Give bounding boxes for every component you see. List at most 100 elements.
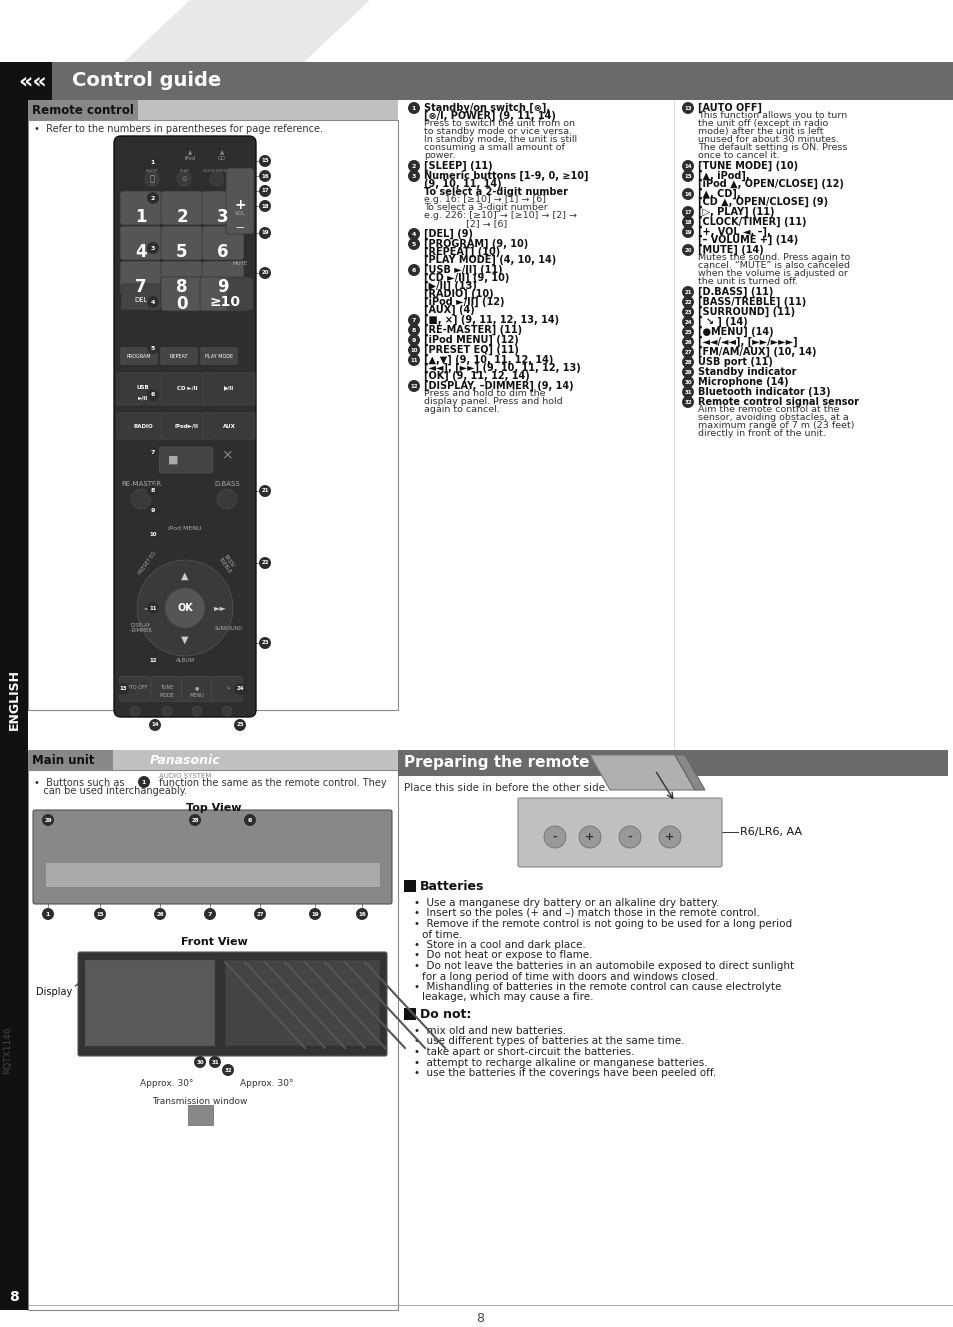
Text: ►/II: ►/II bbox=[138, 395, 148, 399]
Text: 0: 0 bbox=[176, 295, 188, 313]
Text: OK: OK bbox=[177, 602, 193, 613]
Text: 30: 30 bbox=[683, 380, 691, 385]
Circle shape bbox=[681, 336, 693, 348]
Text: 23: 23 bbox=[261, 641, 269, 645]
Text: [◄◄], [►►] (9, 10, 11, 12, 13): [◄◄], [►►] (9, 10, 11, 12, 13) bbox=[423, 364, 580, 373]
Text: ≥10: ≥10 bbox=[210, 295, 240, 309]
FancyBboxPatch shape bbox=[161, 413, 213, 439]
FancyBboxPatch shape bbox=[117, 413, 169, 439]
Text: Mutes the sound. Press again to: Mutes the sound. Press again to bbox=[698, 253, 849, 261]
Text: •  take apart or short-circuit the batteries.: • take apart or short-circuit the batter… bbox=[414, 1047, 634, 1058]
Circle shape bbox=[681, 188, 693, 200]
Circle shape bbox=[117, 683, 129, 695]
Circle shape bbox=[681, 244, 693, 256]
Circle shape bbox=[408, 161, 419, 173]
Text: —: — bbox=[235, 223, 244, 232]
Circle shape bbox=[147, 389, 159, 401]
Text: 20: 20 bbox=[683, 248, 691, 252]
Text: [AUTO OFF]: [AUTO OFF] bbox=[698, 104, 761, 113]
Circle shape bbox=[681, 206, 693, 218]
Circle shape bbox=[408, 314, 419, 326]
Text: 25: 25 bbox=[236, 722, 244, 727]
Text: [◄◄/◄◄], [►►/►►►]: [◄◄/◄◄], [►►/►►►] bbox=[698, 337, 797, 348]
Text: •  Do not leave the batteries in an automobile exposed to direct sunlight: • Do not leave the batteries in an autom… bbox=[414, 961, 793, 971]
Text: Top View: Top View bbox=[186, 803, 241, 813]
Text: iPod MENU: iPod MENU bbox=[168, 525, 201, 531]
Text: Display: Display bbox=[35, 987, 71, 997]
Circle shape bbox=[258, 155, 271, 167]
Text: [DEL] (9): [DEL] (9) bbox=[423, 230, 473, 239]
Text: Do not:: Do not: bbox=[419, 1007, 471, 1020]
Circle shape bbox=[147, 242, 159, 253]
Text: [iPod ►/II] (12): [iPod ►/II] (12) bbox=[423, 297, 504, 308]
Text: ▲: ▲ bbox=[188, 150, 192, 155]
Text: +: + bbox=[585, 832, 594, 843]
Bar bbox=[28, 750, 112, 770]
Circle shape bbox=[681, 170, 693, 182]
Text: cancel. “MUTE” is also canceled: cancel. “MUTE” is also canceled bbox=[698, 261, 849, 269]
Text: 18: 18 bbox=[683, 219, 691, 224]
Text: R6/LR6, AA: R6/LR6, AA bbox=[740, 827, 801, 837]
Text: [USB ►/II] (11): [USB ►/II] (11) bbox=[423, 265, 502, 275]
FancyBboxPatch shape bbox=[202, 226, 244, 260]
Text: 27: 27 bbox=[256, 912, 264, 917]
Text: [AUX] (4): [AUX] (4) bbox=[423, 305, 475, 316]
Circle shape bbox=[147, 342, 159, 354]
Text: 8: 8 bbox=[151, 488, 155, 494]
Text: 9: 9 bbox=[151, 508, 155, 514]
Text: 28: 28 bbox=[683, 360, 691, 365]
Circle shape bbox=[210, 173, 224, 186]
FancyBboxPatch shape bbox=[120, 191, 162, 226]
Text: 1: 1 bbox=[412, 106, 416, 110]
Text: PLAY MODE: PLAY MODE bbox=[205, 353, 233, 358]
Text: 5: 5 bbox=[151, 345, 155, 350]
Text: 8: 8 bbox=[10, 1290, 19, 1304]
Circle shape bbox=[258, 267, 271, 279]
Circle shape bbox=[355, 908, 368, 920]
Circle shape bbox=[193, 1056, 206, 1068]
Circle shape bbox=[408, 228, 419, 240]
Text: [BASS/TREBLE] (11): [BASS/TREBLE] (11) bbox=[698, 297, 805, 308]
Text: 28: 28 bbox=[191, 817, 198, 823]
Text: [ ↘ ] (14): [ ↘ ] (14) bbox=[698, 317, 747, 328]
Text: •  Refer to the numbers in parentheses for page reference.: • Refer to the numbers in parentheses fo… bbox=[34, 123, 323, 134]
Text: 9: 9 bbox=[217, 277, 229, 296]
Text: -: - bbox=[552, 832, 557, 843]
Text: ■: ■ bbox=[168, 455, 178, 464]
Text: 32: 32 bbox=[683, 399, 691, 405]
Text: Numeric buttons [1-9, 0, ≥10]: Numeric buttons [1-9, 0, ≥10] bbox=[423, 171, 588, 182]
Text: 25: 25 bbox=[683, 329, 691, 334]
Circle shape bbox=[42, 908, 54, 920]
Text: when the volume is adjusted or: when the volume is adjusted or bbox=[698, 269, 847, 277]
FancyBboxPatch shape bbox=[161, 261, 203, 295]
Text: 2: 2 bbox=[412, 163, 416, 169]
FancyBboxPatch shape bbox=[120, 226, 162, 260]
Text: Approx. 30°: Approx. 30° bbox=[140, 1079, 193, 1088]
Circle shape bbox=[681, 161, 693, 173]
Circle shape bbox=[233, 719, 246, 731]
Text: ⏻: ⏻ bbox=[150, 174, 154, 183]
Text: 5: 5 bbox=[412, 242, 416, 247]
Text: Main unit: Main unit bbox=[32, 754, 94, 767]
FancyBboxPatch shape bbox=[226, 169, 253, 234]
Text: [DISPLAY, –DIMMER] (9, 14): [DISPLAY, –DIMMER] (9, 14) bbox=[423, 381, 573, 391]
Circle shape bbox=[659, 825, 680, 848]
Text: e.g. 16: [≥10] → [1] → [6]: e.g. 16: [≥10] → [1] → [6] bbox=[423, 195, 545, 204]
Circle shape bbox=[147, 447, 159, 459]
Text: 21: 21 bbox=[261, 488, 269, 494]
Text: The default setting is ON. Press: The default setting is ON. Press bbox=[698, 143, 846, 153]
Text: CD: CD bbox=[218, 155, 226, 161]
Circle shape bbox=[253, 908, 266, 920]
FancyBboxPatch shape bbox=[200, 348, 237, 365]
Text: 14: 14 bbox=[151, 722, 158, 727]
Text: •  Do not heat or expose to flame.: • Do not heat or expose to flame. bbox=[414, 950, 592, 961]
Polygon shape bbox=[675, 755, 704, 790]
Text: CD ►/II: CD ►/II bbox=[176, 385, 197, 390]
Text: 9: 9 bbox=[412, 337, 416, 342]
FancyBboxPatch shape bbox=[33, 809, 392, 904]
Text: Press and hold to dim the: Press and hold to dim the bbox=[423, 389, 545, 398]
Text: [▲,▼] (9, 10, 11, 12, 14): [▲,▼] (9, 10, 11, 12, 14) bbox=[423, 356, 553, 365]
Circle shape bbox=[162, 706, 172, 717]
Text: •  Remove if the remote control is not going to be used for a long period: • Remove if the remote control is not go… bbox=[414, 920, 791, 929]
Circle shape bbox=[147, 506, 159, 518]
